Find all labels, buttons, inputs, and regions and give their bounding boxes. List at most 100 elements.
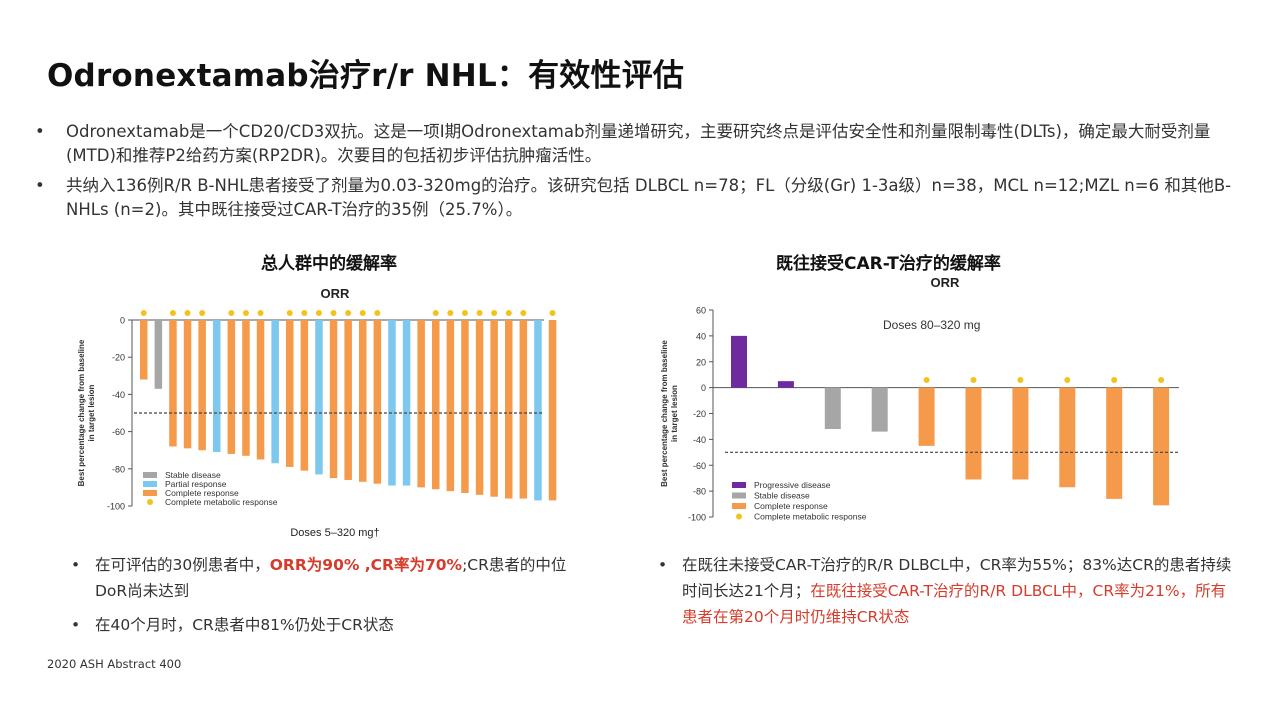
y-tick-label: 0 <box>701 383 706 393</box>
cmr-dot <box>184 310 191 316</box>
legend-dot <box>736 513 742 520</box>
bar <box>242 320 250 456</box>
legend-label: Partial response <box>165 479 227 489</box>
y-tick-label: -80 <box>693 487 706 497</box>
cmr-dot <box>1064 377 1071 383</box>
left-note-1-post: ;CR患者的中位DoR尚未达到 <box>95 556 567 600</box>
chart-overall-population: 0 -20 -40 -60 -80 -100 Best percentage change … <box>77 286 557 539</box>
bar <box>213 320 221 453</box>
cmr-dot <box>374 310 381 316</box>
y-axis-label: in target lesion <box>670 385 679 442</box>
bar <box>446 320 455 492</box>
legend-label: Complete response <box>165 488 239 498</box>
legend-swatch <box>732 482 746 488</box>
bar <box>475 320 484 495</box>
cmr-dot <box>549 310 556 316</box>
legend-dot <box>147 499 153 505</box>
bar <box>198 320 206 451</box>
right-note-1-pre: 在既往未接受CAR-T治疗的R/R DLBCL中，CR率为55%；83%达CR的… <box>682 556 1232 600</box>
page-title: Odronextamab治疗r/r NHL：有效性评估 <box>47 58 685 94</box>
bar <box>461 320 469 493</box>
cmr-dot <box>228 310 235 316</box>
cmr-dot <box>1158 377 1165 383</box>
cmr-dot <box>359 310 366 316</box>
bullet-dot: • <box>35 122 45 141</box>
bar <box>169 320 177 447</box>
bar <box>271 320 279 464</box>
cmr-dot <box>520 310 527 316</box>
y-tick-label: 40 <box>696 331 706 341</box>
bar <box>154 320 163 389</box>
cmr-dot <box>970 377 977 383</box>
cmr-dot <box>505 310 512 316</box>
left-notes: • 在可评估的30例患者中，ORR为90% ,CR率为70%;CR患者的中位Do… <box>65 552 585 646</box>
legend-label: Complete response <box>754 501 828 511</box>
y-axis-label: Best percentage change from baseline <box>660 340 669 487</box>
cmr-dot <box>140 310 147 316</box>
left-note-1-highlight: ORR为90% ,CR率为70% <box>269 556 463 574</box>
right-notes: • 在既往未接受CAR-T治疗的R/R DLBCL中，CR率为55%；83%达C… <box>652 552 1232 638</box>
left-chart-heading: 总人群中的缓解率 <box>261 254 397 274</box>
y-tick-label: 60 <box>696 306 706 316</box>
bar <box>490 320 498 497</box>
cmr-dot <box>169 310 176 316</box>
intro-bullet-2-text: 共纳入136例R/R B-NHL患者接受了剂量为0.03-320mg的治疗。该研… <box>66 176 1232 219</box>
bar <box>505 320 513 499</box>
intro-bullets: • Odronextamab是一个CD20/CD3双抗。这是一项I期Odrone… <box>30 120 1245 228</box>
cmr-dot <box>432 310 439 316</box>
left-note-2: • 在40个月时，CR患者中81%仍处于CR状态 <box>65 612 585 638</box>
cmr-dot <box>286 310 293 316</box>
y-tick-label: -20 <box>693 409 706 419</box>
legend-swatch <box>143 472 157 478</box>
bar <box>140 320 148 380</box>
y-axis-label: in target lesion <box>87 384 96 441</box>
legend-label: Complete metabolic response <box>754 512 867 522</box>
bar <box>918 387 935 446</box>
bar <box>286 320 294 467</box>
footer-source: 2020 ASH Abstract 400 <box>47 657 182 671</box>
bar <box>388 320 396 486</box>
bar <box>256 320 265 460</box>
legend-label: Progressive disease <box>754 480 831 490</box>
right-chart-heading: 既往接受CAR-T治疗的缓解率 <box>776 254 1001 274</box>
bullet-dot: • <box>35 176 45 195</box>
bullet-dot: • <box>71 556 81 574</box>
bar <box>519 320 528 499</box>
bar <box>777 381 794 388</box>
legend-label: Stable disease <box>165 470 221 480</box>
cmr-dot <box>476 310 483 316</box>
cmr-dot <box>199 310 206 316</box>
y-tick-label: 0 <box>120 316 125 326</box>
y-tick-label: -100 <box>688 513 706 523</box>
cmr-dot <box>923 377 930 383</box>
legend-label: Complete metabolic response <box>165 497 278 507</box>
bullet-dot: • <box>71 616 81 634</box>
bar <box>871 387 888 432</box>
bar <box>344 320 352 480</box>
cmr-dot <box>461 310 468 316</box>
bar <box>417 320 425 488</box>
legend-swatch <box>143 481 157 487</box>
y-tick-label: -40 <box>112 390 125 400</box>
bar <box>534 320 542 501</box>
legend-swatch <box>732 503 746 509</box>
bar <box>548 320 557 501</box>
y-tick-label: -20 <box>112 353 125 363</box>
cmr-dot <box>345 310 352 316</box>
y-tick-label: -100 <box>107 502 125 512</box>
cmr-dot <box>1017 377 1024 383</box>
bar <box>183 320 192 449</box>
chart-prior-car-t: 60 40 20 0 -20 -40 -60 -80 -100 Best percentage c… <box>660 275 1179 523</box>
cmr-dot <box>257 310 264 316</box>
cmr-dot <box>491 310 498 316</box>
bar <box>1012 387 1029 480</box>
bar <box>432 320 440 490</box>
y-tick-label: -60 <box>112 427 125 437</box>
intro-bullet-2: • 共纳入136例R/R B-NHL患者接受了剂量为0.03-320mg的治疗。… <box>30 174 1245 222</box>
right-note-1-highlight: 在既往接受CAR-T治疗的R/R DLBCL中，CR率为21%，所有患者在第20… <box>682 582 1227 626</box>
legend-swatch <box>732 492 746 499</box>
bar <box>373 320 382 484</box>
bar <box>1059 387 1076 488</box>
left-note-1-pre: 在可评估的30例患者中， <box>95 556 270 574</box>
chart-subtitle: Doses 80–320 mg <box>883 318 980 332</box>
